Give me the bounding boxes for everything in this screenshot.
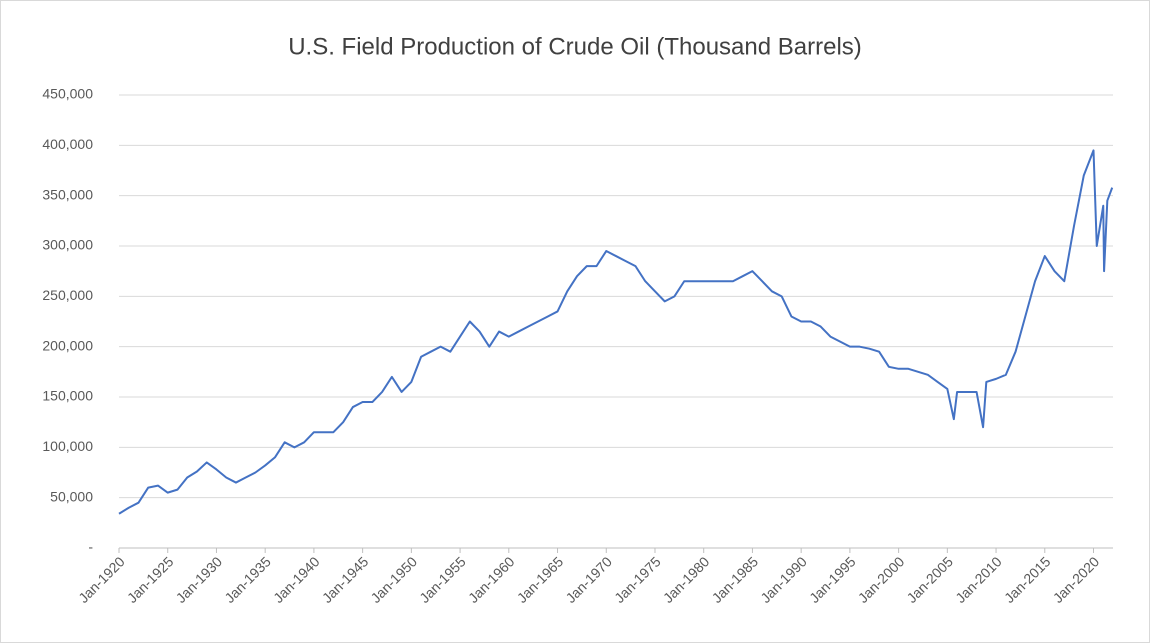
- y-tick-label: 250,000: [42, 287, 93, 303]
- y-tick-label: 100,000: [42, 438, 93, 454]
- y-tick-label: 200,000: [42, 337, 93, 353]
- y-tick-label: -: [88, 539, 93, 555]
- y-tick-label: 350,000: [42, 186, 93, 202]
- y-tick-label: 400,000: [42, 136, 93, 152]
- y-tick-label: 50,000: [50, 488, 93, 504]
- chart-title: U.S. Field Production of Crude Oil (Thou…: [288, 33, 862, 60]
- line-series: [118, 149, 1114, 515]
- y-tick-label: 300,000: [42, 237, 93, 253]
- y-tick-label: 150,000: [42, 388, 93, 404]
- y-tick-label: 450,000: [42, 86, 93, 102]
